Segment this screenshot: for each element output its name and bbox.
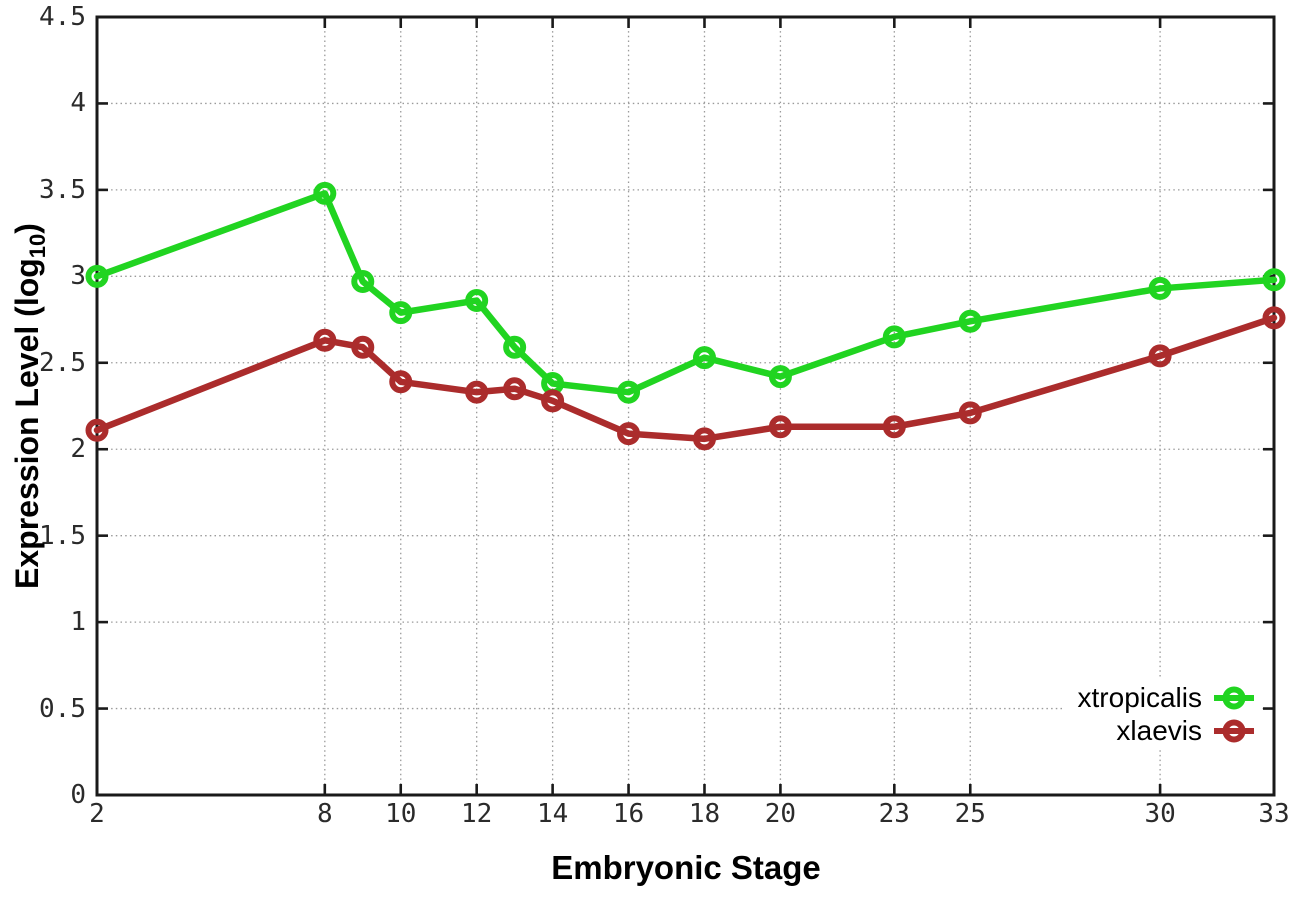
data-point-xtropicalis-13 xyxy=(503,335,527,359)
legend: xtropicalis xlaevis xyxy=(1063,679,1260,749)
data-point-xtropicalis-8 xyxy=(313,181,337,205)
y-tick-label-4: 4 xyxy=(70,88,86,119)
data-point-xlaevis-23 xyxy=(882,415,906,439)
y-tick-label-2: 2 xyxy=(70,434,86,465)
data-point-xtropicalis-9 xyxy=(351,270,375,294)
data-point-xtropicalis-2 xyxy=(85,264,109,288)
y-tick-label-0.5: 0.5 xyxy=(39,693,86,724)
data-point-xlaevis-18 xyxy=(692,427,716,451)
data-point-xtropicalis-33 xyxy=(1262,268,1286,292)
series-xtropicalis xyxy=(85,181,1286,404)
data-point-xlaevis-8 xyxy=(313,328,337,352)
data-point-xtropicalis-10 xyxy=(389,301,413,325)
legend-label-xlaevis: xlaevis xyxy=(1116,714,1202,746)
data-point-xtropicalis-23 xyxy=(882,325,906,349)
data-point-xtropicalis-12 xyxy=(465,289,489,313)
x-tick-label-20: 20 xyxy=(764,799,797,829)
legend-label-xtropicalis: xtropicalis xyxy=(1077,681,1202,713)
data-point-xlaevis-10 xyxy=(389,370,413,394)
data-point-xlaevis-20 xyxy=(768,415,792,439)
data-point-xlaevis-9 xyxy=(351,335,375,359)
x-tick-label-12: 12 xyxy=(461,799,493,829)
legend-marker-xtropicalis xyxy=(1214,686,1254,709)
y-tick-label-1.5: 1.5 xyxy=(39,520,86,551)
y-tick-label-1: 1 xyxy=(70,607,86,638)
data-point-xtropicalis-25 xyxy=(958,309,982,333)
data-point-xlaevis-30 xyxy=(1148,344,1172,368)
data-point-xtropicalis-20 xyxy=(768,365,792,389)
data-point-xtropicalis-18 xyxy=(692,346,716,370)
data-point-xlaevis-12 xyxy=(465,380,489,404)
x-axis-title: Embryonic Stage xyxy=(551,849,821,886)
data-point-xtropicalis-30 xyxy=(1148,276,1172,300)
data-point-xlaevis-25 xyxy=(958,401,982,425)
legend-marker-xlaevis xyxy=(1214,719,1254,742)
data-point-xlaevis-16 xyxy=(617,422,641,446)
y-axis-title-text: Expression Level (log xyxy=(9,258,45,589)
y-axis-title: Expression Level (log10) xyxy=(9,223,51,589)
y-tick-label-0: 0 xyxy=(70,780,86,810)
y-axis-title-close: ) xyxy=(9,223,45,234)
y-tick-label-3.5: 3.5 xyxy=(39,174,86,205)
data-point-xlaevis-13 xyxy=(503,377,527,401)
y-tick-label-3: 3 xyxy=(70,261,86,292)
x-tick-label-23: 23 xyxy=(878,799,910,829)
series-xlaevis xyxy=(85,306,1286,451)
x-tick-label-18: 18 xyxy=(688,799,721,829)
x-tick-label-14: 14 xyxy=(536,799,569,829)
data-point-xlaevis-2 xyxy=(85,418,109,442)
data-point-xlaevis-33 xyxy=(1262,306,1286,330)
y-tick-label-4.5: 4.5 xyxy=(39,2,86,32)
legend-item-xtropicalis: xtropicalis xyxy=(1078,681,1256,714)
series-line-xlaevis xyxy=(93,314,1278,443)
x-tick-label-25: 25 xyxy=(954,799,986,829)
y-tick-label-2.5: 2.5 xyxy=(39,347,86,378)
legend-item-xlaevis: xlaevis xyxy=(1116,714,1256,747)
x-tick-label-16: 16 xyxy=(612,799,645,829)
x-tick-label-30: 30 xyxy=(1144,799,1176,829)
plot-border xyxy=(95,15,1276,797)
x-tick-label-2: 2 xyxy=(89,799,105,829)
x-tick-label-10: 10 xyxy=(385,799,417,829)
x-tick-label-8: 8 xyxy=(316,799,333,829)
data-point-xtropicalis-16 xyxy=(617,380,641,404)
x-tick-label-33: 33 xyxy=(1258,799,1290,829)
data-point-xlaevis-14 xyxy=(541,389,565,413)
y-axis-title-subscript: 10 xyxy=(25,233,50,259)
